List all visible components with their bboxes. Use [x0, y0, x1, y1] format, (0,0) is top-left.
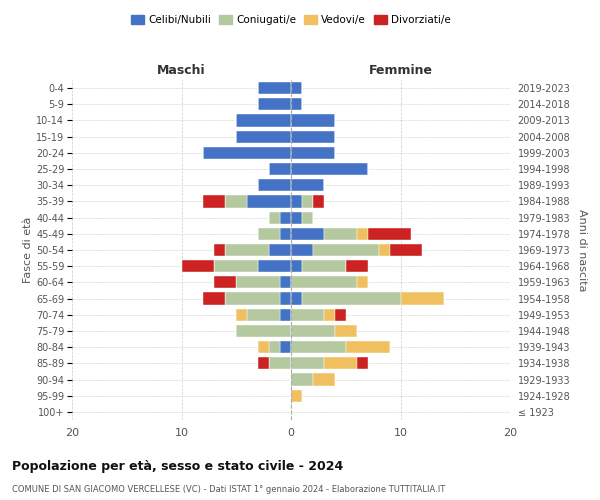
Bar: [258, 358, 269, 370]
Bar: [368, 228, 412, 240]
Bar: [302, 196, 313, 207]
Bar: [182, 260, 214, 272]
Bar: [258, 82, 291, 94]
Bar: [291, 341, 346, 353]
Bar: [335, 308, 346, 321]
Bar: [313, 374, 335, 386]
Bar: [247, 196, 291, 207]
Bar: [291, 358, 324, 370]
Bar: [258, 228, 280, 240]
Bar: [291, 260, 302, 272]
Bar: [214, 260, 258, 272]
Bar: [291, 130, 335, 142]
Bar: [356, 228, 368, 240]
Bar: [203, 292, 226, 304]
Bar: [280, 276, 291, 288]
Bar: [236, 325, 291, 337]
Text: COMUNE DI SAN GIACOMO VERCELLESE (VC) - Dati ISTAT 1° gennaio 2024 - Elaborazion: COMUNE DI SAN GIACOMO VERCELLESE (VC) - …: [12, 485, 445, 494]
Bar: [291, 374, 313, 386]
Bar: [291, 163, 368, 175]
Bar: [236, 114, 291, 126]
Bar: [203, 147, 291, 159]
Bar: [236, 308, 247, 321]
Bar: [226, 196, 247, 207]
Bar: [313, 196, 324, 207]
Bar: [203, 196, 226, 207]
Bar: [291, 179, 324, 192]
Bar: [226, 292, 280, 304]
Text: Femmine: Femmine: [368, 64, 433, 78]
Bar: [291, 147, 335, 159]
Y-axis label: Fasce di età: Fasce di età: [23, 217, 33, 283]
Bar: [226, 244, 269, 256]
Bar: [280, 341, 291, 353]
Bar: [302, 260, 346, 272]
Bar: [291, 325, 335, 337]
Bar: [291, 228, 324, 240]
Bar: [214, 244, 226, 256]
Bar: [280, 228, 291, 240]
Bar: [258, 341, 269, 353]
Bar: [291, 276, 356, 288]
Bar: [291, 98, 302, 110]
Bar: [280, 308, 291, 321]
Bar: [291, 196, 302, 207]
Bar: [291, 244, 313, 256]
Bar: [291, 292, 302, 304]
Bar: [236, 130, 291, 142]
Bar: [280, 292, 291, 304]
Bar: [291, 82, 302, 94]
Text: Popolazione per età, sesso e stato civile - 2024: Popolazione per età, sesso e stato civil…: [12, 460, 343, 473]
Bar: [236, 276, 280, 288]
Bar: [258, 98, 291, 110]
Bar: [335, 325, 356, 337]
Bar: [269, 163, 291, 175]
Bar: [324, 308, 335, 321]
Bar: [346, 260, 368, 272]
Legend: Celibi/Nubili, Coniugati/e, Vedovi/e, Divorziati/e: Celibi/Nubili, Coniugati/e, Vedovi/e, Di…: [127, 10, 455, 29]
Text: Maschi: Maschi: [157, 64, 206, 78]
Bar: [302, 212, 313, 224]
Bar: [269, 341, 280, 353]
Bar: [280, 212, 291, 224]
Bar: [356, 358, 368, 370]
Bar: [269, 358, 291, 370]
Bar: [324, 358, 357, 370]
Bar: [258, 260, 291, 272]
Bar: [214, 276, 236, 288]
Bar: [302, 292, 401, 304]
Bar: [269, 212, 280, 224]
Bar: [401, 292, 444, 304]
Bar: [324, 228, 357, 240]
Bar: [356, 276, 368, 288]
Bar: [313, 244, 379, 256]
Bar: [291, 390, 302, 402]
Bar: [346, 341, 389, 353]
Bar: [379, 244, 389, 256]
Bar: [389, 244, 422, 256]
Bar: [247, 308, 280, 321]
Bar: [291, 212, 302, 224]
Bar: [258, 179, 291, 192]
Bar: [269, 244, 291, 256]
Y-axis label: Anni di nascita: Anni di nascita: [577, 209, 587, 291]
Bar: [291, 114, 335, 126]
Bar: [291, 308, 324, 321]
